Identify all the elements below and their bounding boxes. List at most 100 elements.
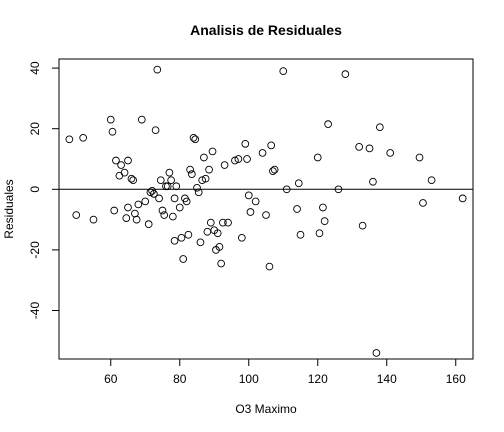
data-point <box>217 259 226 268</box>
y-tick-label: -40 <box>28 302 42 320</box>
data-point <box>427 176 436 185</box>
data-point <box>282 185 291 194</box>
data-point <box>419 199 427 207</box>
data-point <box>127 174 136 183</box>
data-point <box>365 144 374 153</box>
data-point <box>162 182 170 191</box>
data-point <box>112 156 120 165</box>
data-point <box>205 165 213 174</box>
y-tick-label: -20 <box>28 241 42 259</box>
x-tick-label: 60 <box>104 372 118 386</box>
data-point <box>187 170 196 179</box>
data-point <box>129 176 138 185</box>
data-point <box>198 176 207 185</box>
data-point <box>458 194 467 203</box>
data-point <box>151 126 160 135</box>
data-point <box>191 135 200 144</box>
x-tick-label: 120 <box>308 372 328 386</box>
data-point <box>165 168 174 177</box>
data-point <box>132 215 141 224</box>
plot-frame <box>58 58 474 360</box>
data-point <box>150 189 158 198</box>
data-point <box>65 135 74 144</box>
data-point <box>122 214 131 222</box>
data-point <box>144 220 153 229</box>
data-point <box>334 185 343 194</box>
data-point <box>203 227 212 236</box>
x-axis-label: O3 Maximo <box>235 402 297 416</box>
data-point <box>117 161 125 169</box>
data-points <box>65 65 467 357</box>
data-point <box>219 218 227 227</box>
data-point <box>137 115 146 124</box>
data-point <box>201 174 210 183</box>
data-point <box>206 218 215 227</box>
data-point <box>169 212 177 221</box>
data-point <box>220 161 229 169</box>
data-point <box>89 215 98 224</box>
y-tick-label: 20 <box>28 122 42 136</box>
data-point <box>163 182 172 191</box>
data-point <box>175 203 184 212</box>
data-point <box>293 205 301 213</box>
data-point <box>243 155 251 163</box>
data-point <box>170 236 179 245</box>
data-point <box>372 349 381 357</box>
data-point <box>120 168 129 177</box>
chart-title: Analisis de Residuales <box>190 22 342 38</box>
data-point <box>108 127 117 136</box>
data-point <box>194 188 203 197</box>
data-point <box>386 149 395 157</box>
data-point <box>182 197 191 206</box>
data-point <box>200 153 208 162</box>
data-point <box>265 262 274 271</box>
data-point <box>170 194 179 203</box>
data-point <box>244 191 253 200</box>
data-point <box>106 115 115 124</box>
y-axis: -40 -20 0 20 40 <box>28 61 60 320</box>
data-point <box>177 233 186 242</box>
data-point <box>369 177 377 186</box>
x-tick-label: 160 <box>446 372 466 386</box>
data-point <box>158 206 167 215</box>
data-point <box>251 197 260 206</box>
data-point <box>156 176 165 185</box>
data-point <box>313 153 322 162</box>
x-tick-label: 140 <box>377 372 397 386</box>
data-point <box>358 221 367 230</box>
data-point <box>134 200 143 209</box>
x-tick-label: 100 <box>239 372 259 386</box>
data-point <box>208 147 217 156</box>
data-point <box>124 156 132 165</box>
data-point <box>324 120 332 129</box>
data-point <box>241 139 250 148</box>
data-point <box>355 143 364 151</box>
data-point <box>258 149 267 157</box>
data-point <box>238 233 246 242</box>
x-tick-label: 80 <box>173 372 187 386</box>
data-point <box>224 218 232 227</box>
data-point <box>279 67 288 75</box>
data-point <box>270 165 279 174</box>
data-point <box>376 123 384 132</box>
data-point <box>415 153 424 162</box>
data-point <box>167 176 175 185</box>
data-point <box>179 255 188 263</box>
x-axis: 60 80 100 120 140 160 <box>104 358 466 386</box>
data-point <box>196 238 205 247</box>
data-point <box>184 230 193 239</box>
data-point <box>231 156 239 165</box>
data-point <box>72 211 81 219</box>
data-point <box>189 133 198 142</box>
data-point <box>341 70 350 79</box>
data-point <box>153 65 162 74</box>
data-point <box>115 171 124 180</box>
data-point <box>160 211 169 219</box>
data-point <box>246 208 255 216</box>
data-point <box>193 183 201 192</box>
data-point <box>146 188 155 197</box>
data-point <box>234 155 243 163</box>
y-tick-label: 0 <box>28 186 42 193</box>
data-point <box>269 167 277 175</box>
